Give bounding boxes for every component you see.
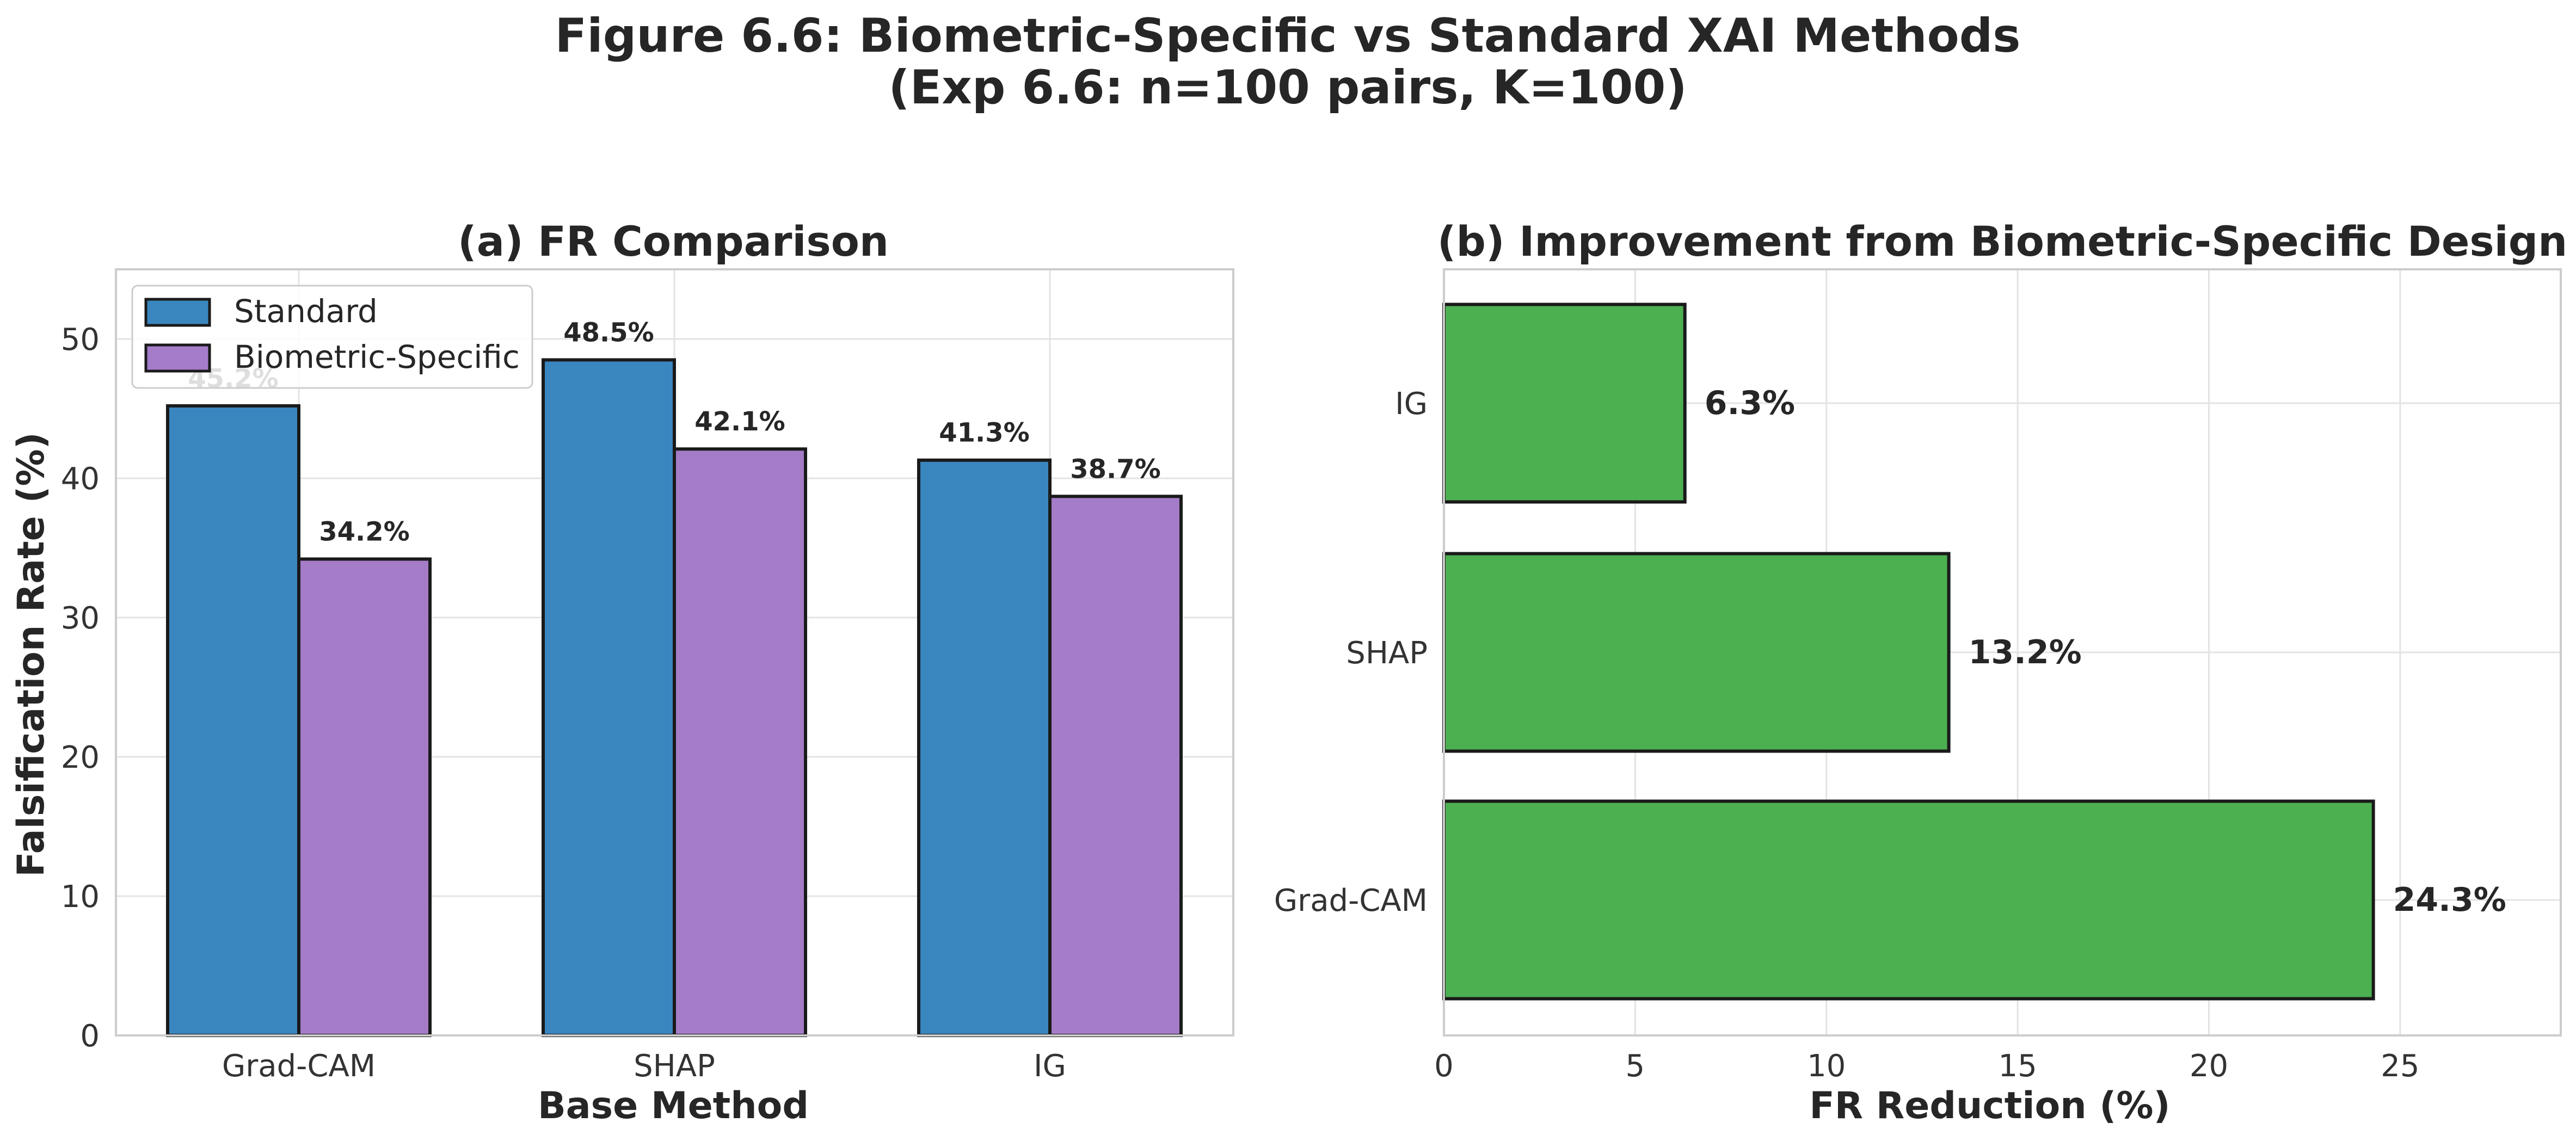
legend-box: [131, 285, 533, 389]
chart-a-ytick: 10: [61, 879, 100, 915]
chart-a-bar-biometric: [297, 557, 432, 1037]
chart-a-ytick: 50: [61, 322, 100, 357]
chart-a-ytick: 0: [80, 1019, 100, 1054]
chart-b-xlabel: FR Reduction (%): [1809, 1084, 2170, 1127]
chart-a-ylabel: Falsification Rate (%): [10, 432, 53, 877]
chart-b-title: (b) Improvement from Biometric-Specific …: [1437, 217, 2567, 266]
figure-title-line1: Figure 6.6: Biometric-Specific vs Standa…: [555, 9, 2021, 63]
fr-comparison-chart: (a) FR Comparison 45.2%48.5%41.3%34.2%42…: [10, 217, 1234, 1127]
chart-b-xtick: 5: [1626, 1049, 1645, 1084]
chart-a-bar-biometric: [673, 447, 807, 1037]
chart-b-value-label: 6.3%: [1705, 384, 1795, 422]
chart-b-ytick: IG: [1395, 386, 1428, 422]
chart-b-xtick: 10: [1807, 1049, 1846, 1084]
chart-a-bar-standard: [542, 358, 676, 1037]
legend-label: Standard: [234, 293, 378, 330]
legend-label: Biometric-Specific: [234, 338, 520, 375]
legend-swatch: [144, 298, 211, 327]
chart-a-ytick: 30: [61, 601, 100, 636]
chart-a-value-label: 41.3%: [939, 418, 1030, 448]
chart-b-value-label: 24.3%: [2393, 881, 2506, 919]
chart-a-bar-standard: [166, 404, 300, 1037]
figure-title-line2: (Exp 6.6: n=100 pairs, K=100): [888, 60, 1687, 115]
chart-a-ytick: 20: [61, 740, 100, 775]
chart-a-value-label: 38.7%: [1070, 454, 1161, 484]
chart-b-bar: [1442, 799, 2375, 1001]
chart-a-bar-standard: [917, 458, 1052, 1037]
chart-b-value-label: 13.2%: [1969, 633, 2082, 671]
chart-a-ytick: 40: [61, 461, 100, 497]
chart-a-value-label: 42.1%: [694, 406, 785, 437]
chart-b-xtick: 25: [2381, 1049, 2419, 1084]
chart-a-xtick: Grad-CAM: [222, 1049, 376, 1084]
chart-b-ytick: Grad-CAM: [1274, 883, 1428, 918]
chart-a-value-label: 34.2%: [319, 516, 410, 547]
improvement-chart: (b) Improvement from Biometric-Specific …: [1274, 217, 2567, 1127]
chart-b-xtick: 0: [1434, 1049, 1454, 1084]
legend-swatch: [144, 343, 211, 373]
chart-b-xtick: 15: [1998, 1049, 2037, 1084]
chart-a-frame: [115, 268, 1234, 1037]
chart-a-bar-biometric: [1048, 495, 1183, 1037]
chart-a-value-label: 48.5%: [563, 317, 654, 348]
chart-b-xtick: 20: [2190, 1049, 2228, 1084]
chart-a-xtick: IG: [1034, 1049, 1066, 1084]
chart-b-bar: [1442, 303, 1687, 504]
chart-b-ytick: SHAP: [1346, 636, 1428, 671]
chart-a-title: (a) FR Comparison: [458, 217, 889, 266]
chart-a-xlabel: Base Method: [538, 1084, 809, 1127]
chart-b-bar: [1442, 552, 1951, 753]
chart-b-frame: [1443, 268, 2562, 1037]
chart-a-legend: Standard Biometric-Specific: [131, 285, 533, 389]
chart-a-xtick: SHAP: [634, 1049, 715, 1084]
